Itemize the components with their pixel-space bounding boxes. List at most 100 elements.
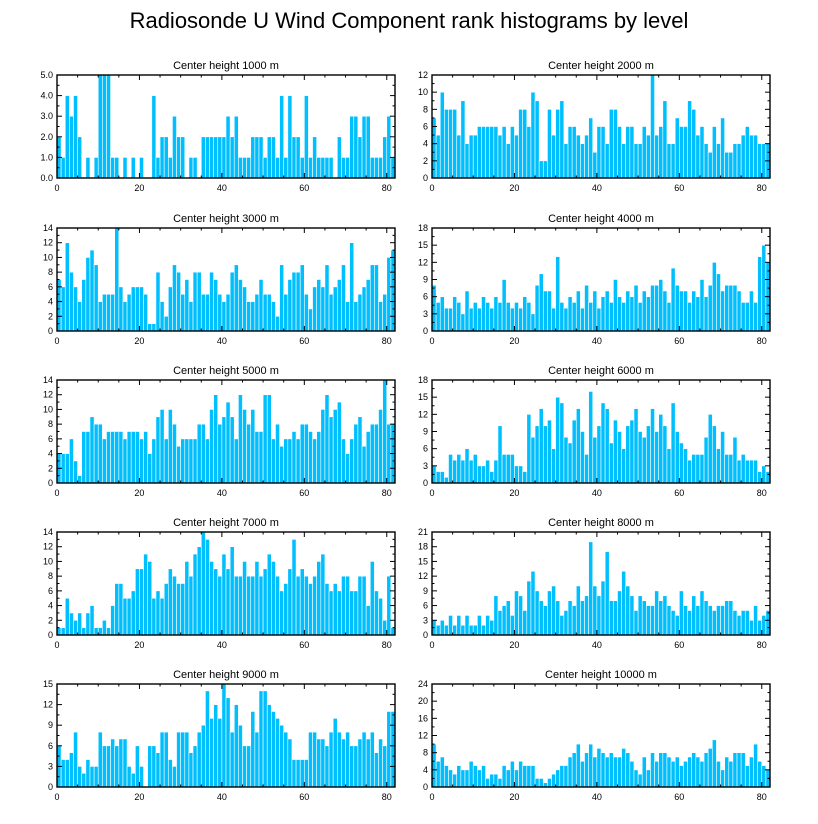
histogram-bar <box>172 575 177 636</box>
histogram-bar <box>695 134 701 179</box>
histogram-bar <box>720 605 725 636</box>
histogram-bar <box>753 134 758 179</box>
histogram-bar <box>563 610 569 636</box>
histogram-bar <box>77 766 83 788</box>
histogram-bar <box>547 290 552 332</box>
histogram-bar <box>654 134 660 179</box>
histogram-bar <box>365 605 371 636</box>
histogram-bar <box>287 568 293 636</box>
y-tick-label: 21 <box>418 527 428 537</box>
histogram-bar <box>378 597 383 636</box>
histogram-bar <box>687 459 692 484</box>
histogram-bar <box>266 704 272 788</box>
histogram-bar <box>271 711 276 788</box>
histogram-bar <box>365 738 371 788</box>
histogram-bar <box>472 765 478 788</box>
histogram-bar <box>64 453 70 484</box>
x-tick-label: 0 <box>54 183 59 193</box>
histogram-bar <box>732 610 738 636</box>
histogram-bar <box>365 115 371 179</box>
histogram-bar <box>444 765 449 788</box>
histogram-bar <box>683 126 688 179</box>
histogram-bar <box>456 765 462 788</box>
histogram-bar <box>633 769 639 788</box>
histogram-bar <box>654 590 660 636</box>
histogram-bar <box>526 765 532 788</box>
histogram-bar <box>658 126 664 179</box>
histogram-bar <box>600 126 606 179</box>
histogram-bar <box>382 293 388 332</box>
histogram-bar <box>378 738 383 788</box>
histogram-bar <box>646 425 651 484</box>
histogram-bar <box>147 745 153 788</box>
histogram-bar <box>374 157 379 179</box>
histogram-bar <box>299 423 305 484</box>
histogram-bar <box>452 459 458 484</box>
histogram-bar <box>439 296 445 332</box>
histogram-bar <box>749 459 754 484</box>
histogram-bar <box>584 752 589 788</box>
histogram-bar <box>728 454 734 484</box>
panel-title: Center height 5000 m <box>173 365 279 377</box>
histogram-bar <box>163 438 169 484</box>
histogram-bar <box>196 546 202 636</box>
histogram-bar <box>621 448 627 484</box>
histogram-bar <box>753 605 758 636</box>
histogram-bar <box>753 743 758 788</box>
histogram-bar <box>757 760 763 788</box>
x-tick-label: 80 <box>757 488 767 498</box>
histogram-bar <box>703 600 709 636</box>
histogram-bar <box>604 551 610 636</box>
histogram-bar <box>530 570 536 636</box>
histogram-bar <box>464 290 470 332</box>
y-tick-label: 18 <box>418 223 428 233</box>
histogram-bar <box>522 765 528 788</box>
histogram-bar <box>740 610 746 636</box>
histogram-bar <box>209 561 214 636</box>
histogram-bar <box>761 465 767 484</box>
histogram-bar <box>172 264 177 332</box>
histogram-bar <box>102 619 107 636</box>
histogram-bar <box>505 143 511 179</box>
histogram-bar <box>464 448 470 484</box>
histogram-bar <box>679 765 684 788</box>
histogram-bar <box>744 610 750 636</box>
x-tick-label: 20 <box>134 792 144 802</box>
histogram-bar <box>662 290 668 332</box>
histogram-bar <box>736 615 742 636</box>
histogram-bar <box>233 438 239 484</box>
histogram-bar <box>155 416 161 484</box>
histogram-bar <box>481 624 486 636</box>
x-tick-label: 60 <box>299 488 309 498</box>
histogram-bar <box>205 293 210 332</box>
histogram-bar <box>646 769 651 788</box>
histogram-bar <box>374 752 379 788</box>
histogram-bar <box>510 760 515 788</box>
histogram-bar <box>196 423 202 484</box>
y-tick-label: 2.0 <box>40 132 53 142</box>
histogram-bar <box>246 157 252 179</box>
y-tick-label: 5.0 <box>40 70 53 80</box>
histogram-bar <box>650 605 655 636</box>
histogram-bar <box>114 583 120 636</box>
x-tick-label: 80 <box>757 640 767 650</box>
histogram-bar <box>658 600 664 636</box>
histogram-bar <box>522 296 528 332</box>
histogram-bar <box>217 136 223 179</box>
histogram-bar <box>670 760 676 788</box>
histogram-bar <box>102 438 107 484</box>
histogram-bar <box>551 134 556 179</box>
y-tick-label: 0 <box>423 782 428 792</box>
histogram-bar <box>703 436 709 484</box>
histogram-bar <box>530 436 536 484</box>
histogram-bar <box>328 293 334 332</box>
histogram-bar <box>225 697 231 788</box>
histogram-bar <box>435 471 441 484</box>
histogram-bar <box>155 590 161 636</box>
histogram-bar <box>209 409 214 484</box>
histogram-bar <box>674 615 680 636</box>
histogram-bar <box>658 752 664 788</box>
histogram-bar <box>580 431 585 484</box>
histogram-bar <box>695 756 701 788</box>
